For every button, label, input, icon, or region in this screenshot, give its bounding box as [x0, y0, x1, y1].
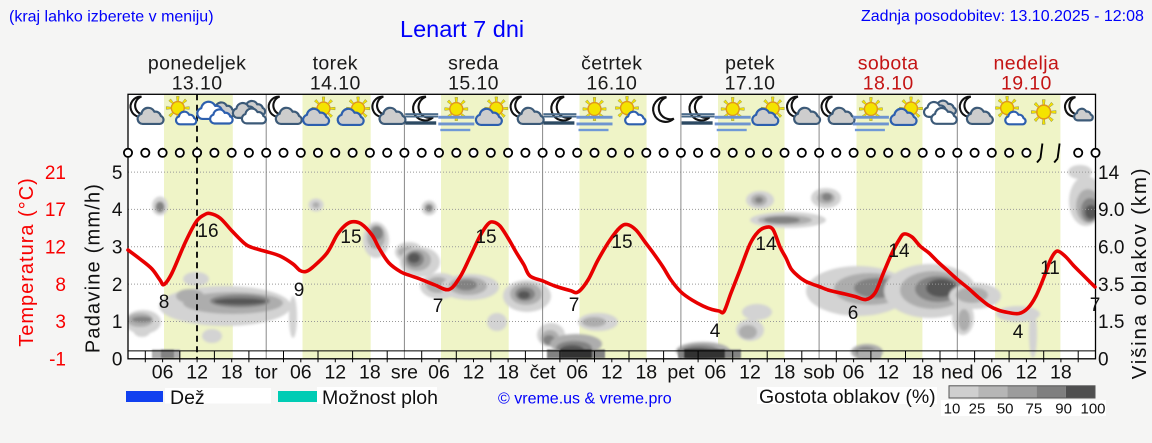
svg-text:12: 12: [186, 362, 208, 384]
svg-text:2: 2: [112, 275, 123, 296]
svg-text:18: 18: [774, 362, 796, 384]
svg-text:© vreme.us & vreme.pro: © vreme.us & vreme.pro: [498, 391, 672, 408]
svg-text:14: 14: [888, 241, 910, 262]
svg-text:21: 21: [45, 163, 66, 184]
svg-text:sobota: sobota: [858, 53, 919, 75]
svg-text:-1: -1: [49, 350, 66, 371]
svg-text:8: 8: [55, 275, 66, 296]
svg-text:0: 0: [1098, 350, 1109, 371]
svg-text:06: 06: [290, 362, 312, 384]
svg-text:18: 18: [912, 362, 934, 384]
svg-text:Možnost ploh: Možnost ploh: [322, 387, 438, 409]
svg-text:sob: sob: [803, 362, 835, 384]
svg-text:5: 5: [112, 163, 123, 184]
svg-text:18: 18: [635, 362, 657, 384]
svg-text:12: 12: [45, 238, 66, 259]
svg-text:06: 06: [152, 362, 174, 384]
svg-text:torek: torek: [313, 53, 358, 75]
svg-text:06: 06: [981, 362, 1003, 384]
svg-text:17.10: 17.10: [725, 73, 776, 95]
svg-text:četrtek: četrtek: [581, 53, 642, 75]
svg-text:19.10: 19.10: [1001, 73, 1052, 95]
svg-text:9: 9: [294, 280, 305, 301]
svg-text:50: 50: [997, 401, 1014, 418]
svg-text:14: 14: [1098, 163, 1120, 184]
svg-text:čet: čet: [530, 362, 557, 384]
svg-text:12: 12: [739, 362, 761, 384]
svg-text:4: 4: [1013, 322, 1024, 343]
svg-text:Temperatura (°C): Temperatura (°C): [16, 177, 38, 347]
svg-text:3: 3: [55, 312, 66, 333]
svg-text:75: 75: [1026, 401, 1043, 418]
svg-text:sre: sre: [391, 362, 418, 384]
svg-text:(kraj lahko izberete v meniju): (kraj lahko izberete v meniju): [9, 9, 214, 26]
svg-text:7: 7: [569, 295, 580, 316]
svg-text:4: 4: [112, 200, 123, 221]
svg-text:15: 15: [475, 227, 496, 248]
svg-text:15.10: 15.10: [448, 73, 499, 95]
svg-text:3.5: 3.5: [1098, 275, 1124, 296]
svg-text:100: 100: [1080, 401, 1105, 418]
svg-text:18: 18: [497, 362, 519, 384]
svg-text:Gostota oblakov (%): Gostota oblakov (%): [759, 386, 936, 408]
svg-text:0: 0: [112, 350, 123, 371]
svg-text:12: 12: [324, 362, 346, 384]
svg-text:9.0: 9.0: [1098, 200, 1124, 221]
svg-text:petek: petek: [725, 53, 775, 75]
svg-text:90: 90: [1055, 401, 1072, 418]
svg-text:14.10: 14.10: [310, 73, 361, 95]
svg-text:7: 7: [433, 296, 444, 317]
svg-text:06: 06: [705, 362, 727, 384]
svg-text:12: 12: [1016, 362, 1038, 384]
svg-text:Dež: Dež: [170, 387, 205, 409]
svg-text:06: 06: [428, 362, 450, 384]
svg-text:18.10: 18.10: [863, 73, 914, 95]
svg-text:18: 18: [359, 362, 381, 384]
svg-text:3: 3: [112, 238, 123, 259]
svg-text:ned: ned: [941, 362, 974, 384]
svg-text:06: 06: [843, 362, 865, 384]
svg-text:7: 7: [1090, 295, 1101, 316]
svg-text:12: 12: [877, 362, 899, 384]
svg-text:18: 18: [1050, 362, 1072, 384]
svg-text:8: 8: [159, 292, 170, 313]
svg-text:17: 17: [45, 200, 66, 221]
svg-text:Zadnja posodobitev: 13.10.2025: Zadnja posodobitev: 13.10.2025 - 12:08: [861, 8, 1144, 25]
svg-text:12: 12: [463, 362, 485, 384]
svg-text:25: 25: [969, 401, 986, 418]
svg-text:tor: tor: [255, 362, 278, 384]
svg-text:4: 4: [710, 321, 721, 342]
svg-text:ponedeljek: ponedeljek: [148, 53, 246, 75]
svg-text:16.10: 16.10: [586, 73, 637, 95]
svg-text:15: 15: [340, 227, 361, 248]
svg-text:12: 12: [601, 362, 623, 384]
svg-text:sreda: sreda: [448, 53, 499, 75]
svg-text:Lenart 7 dni: Lenart 7 dni: [400, 16, 524, 42]
svg-text:6: 6: [848, 303, 859, 324]
svg-text:nedelja: nedelja: [994, 53, 1060, 75]
svg-text:6.0: 6.0: [1098, 238, 1124, 259]
svg-text:13.10: 13.10: [172, 73, 223, 95]
svg-text:15: 15: [611, 232, 632, 253]
svg-text:18: 18: [221, 362, 243, 384]
svg-text:11: 11: [1040, 258, 1060, 279]
svg-text:1: 1: [112, 312, 123, 333]
svg-text:10: 10: [944, 401, 961, 418]
svg-text:pet: pet: [667, 362, 695, 384]
svg-text:Padavine (mm/h): Padavine (mm/h): [83, 183, 105, 353]
svg-text:14: 14: [755, 234, 777, 255]
svg-text:16: 16: [197, 221, 218, 242]
svg-text:Višina oblakov (km): Višina oblakov (km): [1128, 167, 1151, 380]
svg-text:1.5: 1.5: [1098, 312, 1124, 333]
svg-text:06: 06: [566, 362, 588, 384]
